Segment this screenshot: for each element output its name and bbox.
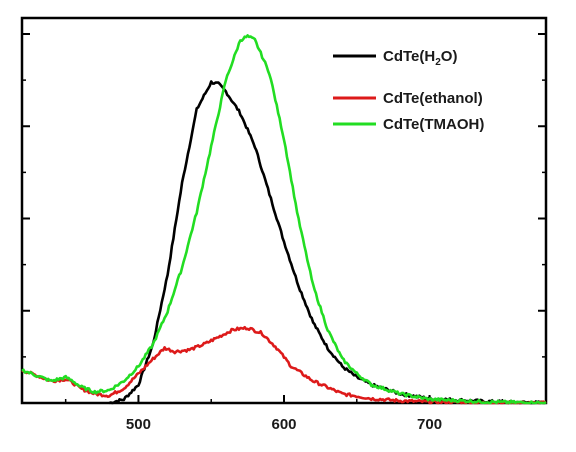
legend-label-0: CdTe(H2O) xyxy=(383,48,457,68)
series-line-2 xyxy=(21,34,547,405)
legend-label-2: CdTe(TMAOH) xyxy=(383,116,484,133)
x-tick-label: 500 xyxy=(126,416,151,433)
legend: CdTe(H2O) CdTe(ethanol) CdTe(TMAOH) xyxy=(333,48,484,133)
series-layer xyxy=(21,34,547,405)
legend-label-1: CdTe(ethanol) xyxy=(383,90,483,107)
plot-frame xyxy=(20,16,548,405)
y-axis xyxy=(22,33,546,358)
x-tick-label: 600 xyxy=(271,416,296,433)
x-tick-label: 700 xyxy=(417,416,442,433)
